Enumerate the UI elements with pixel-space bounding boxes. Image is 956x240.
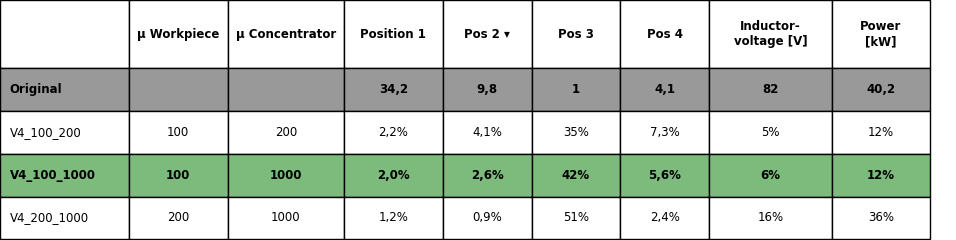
Text: Pos 4: Pos 4: [647, 28, 683, 41]
Bar: [129, 68, 228, 111]
Text: 42%: 42%: [562, 169, 590, 182]
Bar: [344, 154, 443, 197]
Text: 36%: 36%: [868, 211, 894, 224]
Bar: [344, 197, 443, 239]
Text: Pos 3: Pos 3: [558, 28, 594, 41]
Text: 100: 100: [167, 126, 189, 139]
Text: 1: 1: [572, 83, 580, 96]
Bar: [0, 197, 129, 239]
Text: 7,3%: 7,3%: [650, 126, 680, 139]
Text: 5%: 5%: [761, 126, 780, 139]
Text: 2,2%: 2,2%: [379, 126, 408, 139]
Text: 4,1%: 4,1%: [472, 126, 502, 139]
Bar: [129, 154, 228, 197]
Bar: [0, 111, 129, 154]
Text: 4,1: 4,1: [655, 83, 675, 96]
Text: 51%: 51%: [563, 211, 589, 224]
Bar: [228, 197, 344, 239]
Text: 2,4%: 2,4%: [650, 211, 680, 224]
Bar: [832, 111, 930, 154]
Bar: [228, 68, 344, 111]
Text: Original: Original: [10, 83, 62, 96]
Text: 6%: 6%: [761, 169, 780, 182]
Bar: [620, 0, 709, 68]
Text: μ Concentrator: μ Concentrator: [236, 28, 336, 41]
Bar: [129, 197, 228, 239]
Text: 12%: 12%: [867, 169, 895, 182]
Text: 16%: 16%: [757, 211, 784, 224]
Bar: [228, 111, 344, 154]
Text: V4_200_1000: V4_200_1000: [10, 211, 89, 224]
Text: 5,6%: 5,6%: [648, 169, 682, 182]
Text: Pos 2 ▾: Pos 2 ▾: [465, 28, 510, 41]
Bar: [443, 197, 532, 239]
Bar: [228, 0, 344, 68]
Bar: [0, 154, 129, 197]
Text: μ Workpiece: μ Workpiece: [137, 28, 220, 41]
Bar: [532, 0, 620, 68]
Bar: [709, 111, 832, 154]
Text: Position 1: Position 1: [360, 28, 426, 41]
Bar: [344, 68, 443, 111]
Text: 2,6%: 2,6%: [470, 169, 504, 182]
Bar: [709, 197, 832, 239]
Bar: [443, 111, 532, 154]
Bar: [832, 197, 930, 239]
Bar: [443, 154, 532, 197]
Bar: [0, 68, 129, 111]
Bar: [620, 111, 709, 154]
Text: 100: 100: [166, 169, 190, 182]
Text: 12%: 12%: [868, 126, 894, 139]
Text: 1000: 1000: [272, 211, 300, 224]
Bar: [532, 111, 620, 154]
Text: 1,2%: 1,2%: [379, 211, 408, 224]
Text: V4_100_1000: V4_100_1000: [10, 169, 96, 182]
Bar: [832, 0, 930, 68]
Bar: [344, 0, 443, 68]
Bar: [129, 111, 228, 154]
Text: V4_100_200: V4_100_200: [10, 126, 81, 139]
Bar: [129, 0, 228, 68]
Text: 2,0%: 2,0%: [377, 169, 410, 182]
Bar: [344, 111, 443, 154]
Text: 0,9%: 0,9%: [472, 211, 502, 224]
Bar: [832, 68, 930, 111]
Bar: [709, 68, 832, 111]
Bar: [532, 154, 620, 197]
Text: 200: 200: [274, 126, 297, 139]
Bar: [443, 68, 532, 111]
Bar: [709, 154, 832, 197]
Text: 35%: 35%: [563, 126, 589, 139]
Bar: [443, 0, 532, 68]
Text: 82: 82: [762, 83, 779, 96]
Text: Power
[kW]: Power [kW]: [860, 20, 902, 48]
Text: 9,8: 9,8: [476, 83, 498, 96]
Bar: [0, 0, 129, 68]
Bar: [620, 154, 709, 197]
Text: 1000: 1000: [270, 169, 302, 182]
Text: Inductor-
voltage [V]: Inductor- voltage [V]: [733, 20, 808, 48]
Bar: [532, 68, 620, 111]
Bar: [620, 68, 709, 111]
Text: 200: 200: [167, 211, 189, 224]
Text: 40,2: 40,2: [866, 83, 896, 96]
Bar: [620, 197, 709, 239]
Bar: [832, 154, 930, 197]
Bar: [228, 154, 344, 197]
Bar: [709, 0, 832, 68]
Text: 34,2: 34,2: [379, 83, 408, 96]
Bar: [532, 197, 620, 239]
